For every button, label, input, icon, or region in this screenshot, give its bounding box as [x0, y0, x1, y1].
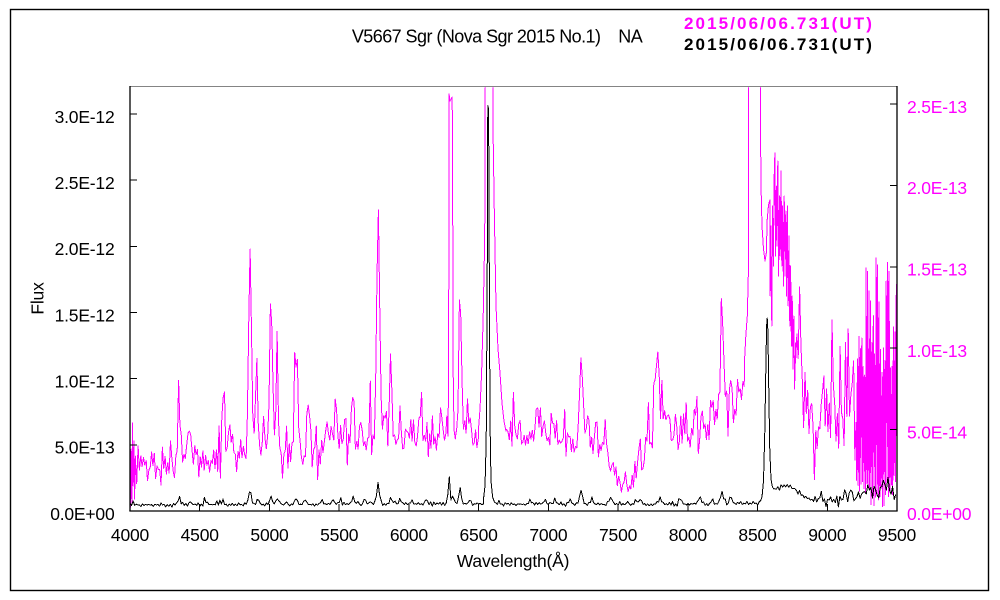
svg-text:6000: 6000 [390, 525, 429, 545]
svg-text:1.0E-12: 1.0E-12 [55, 372, 115, 392]
svg-text:2.0E-12: 2.0E-12 [55, 239, 115, 259]
svg-text:2015/06/06.731(UT): 2015/06/06.731(UT) [684, 14, 874, 33]
svg-text:5000: 5000 [250, 525, 289, 545]
svg-text:6500: 6500 [460, 525, 499, 545]
svg-text:V5667 Sgr (Nova Sgr 2015 No.1): V5667 Sgr (Nova Sgr 2015 No.1) NA [352, 27, 643, 47]
svg-text:4000: 4000 [111, 525, 150, 545]
svg-text:0.0E+00: 0.0E+00 [907, 504, 972, 524]
svg-text:5.0E-13: 5.0E-13 [55, 438, 115, 458]
svg-text:4500: 4500 [181, 525, 220, 545]
svg-text:9000: 9000 [808, 525, 847, 545]
svg-text:Wavelength(Å): Wavelength(Å) [457, 551, 570, 571]
svg-text:9500: 9500 [878, 525, 917, 545]
svg-text:1.0E-13: 1.0E-13 [907, 341, 967, 361]
svg-text:1.5E-12: 1.5E-12 [55, 305, 115, 325]
svg-text:2015/06/06.731(UT): 2015/06/06.731(UT) [684, 35, 874, 54]
svg-text:Flux: Flux [28, 282, 48, 315]
svg-text:5500: 5500 [320, 525, 359, 545]
svg-text:2.0E-13: 2.0E-13 [907, 178, 967, 198]
svg-text:8500: 8500 [738, 525, 777, 545]
svg-text:5.0E-14: 5.0E-14 [907, 422, 967, 442]
svg-text:7500: 7500 [599, 525, 638, 545]
svg-text:0.0E+00: 0.0E+00 [50, 504, 115, 524]
svg-text:2.5E-12: 2.5E-12 [55, 173, 115, 193]
svg-text:3.0E-12: 3.0E-12 [55, 107, 115, 127]
svg-text:2.5E-13: 2.5E-13 [907, 97, 967, 117]
svg-text:1.5E-13: 1.5E-13 [907, 260, 967, 280]
svg-text:7000: 7000 [529, 525, 568, 545]
svg-text:8000: 8000 [669, 525, 708, 545]
